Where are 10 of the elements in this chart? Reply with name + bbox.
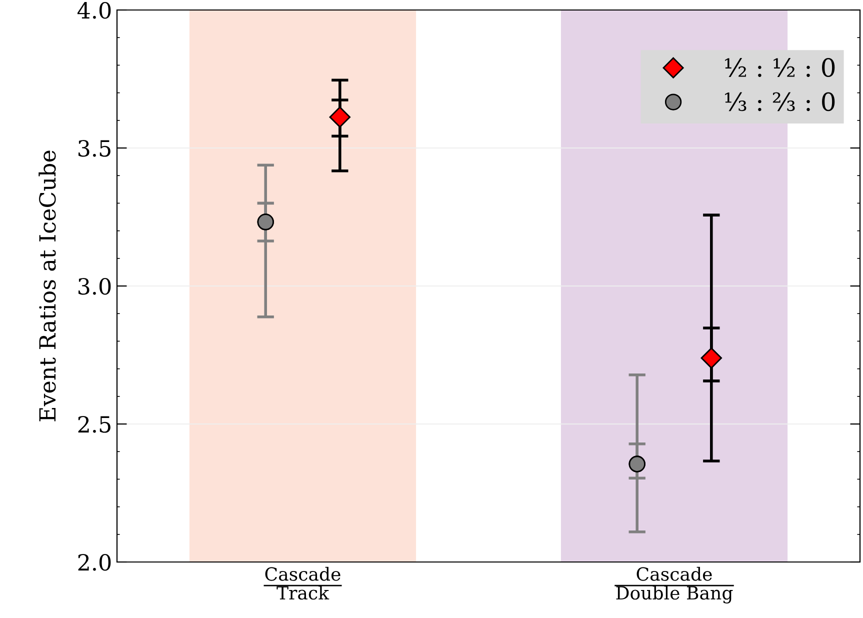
x-tick-label: Cascade Double Bang (616, 566, 733, 604)
y-tick-label: 2.5 (78, 416, 110, 433)
y-tick-label: 3.5 (78, 140, 110, 157)
legend-label: ⅓ : ⅔ : 0 (725, 92, 835, 112)
y-axis-title: Event Ratios at IceCube (38, 150, 56, 422)
x-tick-label: Cascade Track (265, 566, 340, 600)
y-tick-label: 3.0 (78, 278, 111, 295)
y-tick-label: 2.0 (78, 554, 111, 571)
legend-label: ½ : ½ : 0 (725, 58, 835, 77)
y-tick-label: 4.0 (77, 2, 111, 19)
